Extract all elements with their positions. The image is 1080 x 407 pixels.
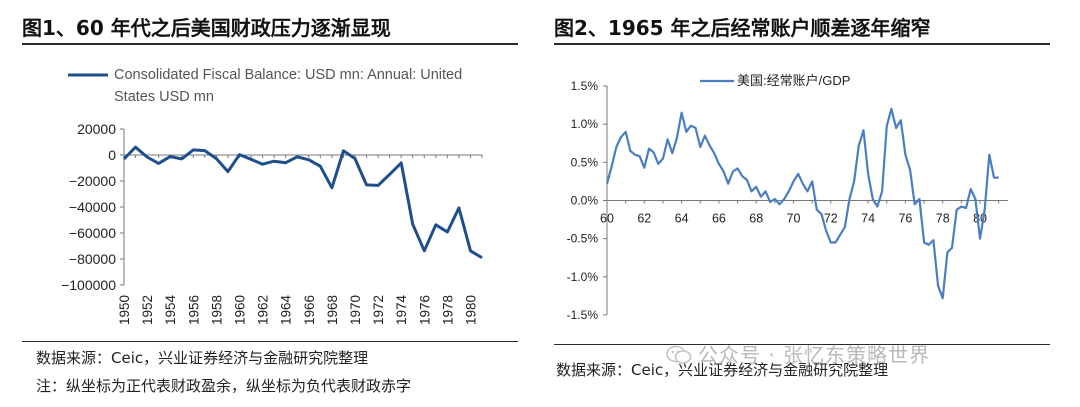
x-tick-label: 1974 bbox=[394, 295, 409, 326]
y-tick-label: 1.0% bbox=[571, 117, 599, 131]
wechat-icon bbox=[666, 345, 692, 364]
watermark-text: 公众号 · 张忆东策略世界 bbox=[698, 343, 931, 367]
x-tick-label: 68 bbox=[749, 212, 763, 226]
x-tick-label: 60 bbox=[600, 212, 614, 226]
chart-title: 图2、1965 年之后经常账户顺差逐年缩窄 bbox=[554, 16, 931, 40]
y-tick-label: 0.0% bbox=[571, 194, 599, 208]
y-tick-label: -0.5% bbox=[567, 232, 599, 246]
x-tick-label: 1970 bbox=[348, 295, 363, 325]
x-tick-label: 1964 bbox=[279, 295, 294, 326]
x-tick-label: 62 bbox=[637, 212, 651, 226]
panel-current-account: 图2、1965 年之后经常账户顺差逐年缩窄 美国:经常账户/GDP 1.5% 1.0… bbox=[548, 0, 1080, 407]
source-rule bbox=[554, 344, 1050, 345]
x-tick-label: 1978 bbox=[440, 295, 455, 325]
x-tick-label: 72 bbox=[824, 212, 838, 226]
y-tick-label: -1.0% bbox=[567, 270, 599, 284]
y-tick-label: −20000 bbox=[69, 173, 116, 189]
x-tick-label: 1952 bbox=[140, 295, 155, 325]
y-tick-label: −60000 bbox=[69, 225, 116, 241]
y-tick-label: 0.5% bbox=[571, 155, 599, 169]
y-tick-label: −100000 bbox=[61, 277, 116, 293]
legend-label: States USD mn bbox=[114, 89, 214, 105]
legend-label: 美国:经常账户/GDP bbox=[737, 73, 850, 88]
x-tick-label: 1966 bbox=[302, 295, 317, 325]
x-tick-label: 1976 bbox=[417, 295, 432, 325]
title-rule bbox=[22, 43, 518, 45]
series-line bbox=[122, 145, 483, 259]
x-tick-label: 74 bbox=[861, 212, 875, 226]
chart-title: 图1、60 年代之后美国财政压力逐渐显现 bbox=[22, 16, 391, 40]
x-tick-label: 70 bbox=[787, 212, 801, 226]
y-tick-label: 0 bbox=[108, 147, 116, 163]
x-tick-label: 1972 bbox=[371, 295, 386, 325]
y-tick-label: -1.5% bbox=[567, 308, 599, 322]
series-line bbox=[605, 107, 999, 300]
panel-fiscal-balance: 图1、60 年代之后美国财政压力逐渐显现 Consolidated Fiscal… bbox=[0, 0, 522, 407]
x-tick-label: 1954 bbox=[163, 295, 178, 326]
axis-note: 注：纵坐标为正代表财政盈余，纵坐标为负代表财政赤字 bbox=[36, 377, 412, 395]
source-rule bbox=[22, 341, 518, 342]
x-tick-label: 1958 bbox=[209, 295, 224, 325]
x-tick-label: 76 bbox=[898, 212, 912, 226]
x-tick-label: 1968 bbox=[325, 295, 340, 325]
y-tick-label: −40000 bbox=[69, 199, 116, 215]
legend-label: Consolidated Fiscal Balance: USD mn: Ann… bbox=[114, 67, 462, 83]
y-tick-label: −80000 bbox=[69, 251, 116, 267]
x-tick-label: 78 bbox=[936, 212, 950, 226]
title-rule bbox=[554, 43, 1050, 45]
x-tick-label: 64 bbox=[675, 212, 689, 226]
x-tick-label: 1956 bbox=[186, 295, 201, 325]
x-tick-label: 66 bbox=[712, 212, 726, 226]
source-note: 数据来源：Ceic，兴业证券经济与金融研究院整理 bbox=[556, 361, 889, 379]
y-tick-label: 1.5% bbox=[571, 79, 599, 93]
current-account-chart: 美国:经常账户/GDP 1.5% 1.0% 0.5% 0.0% -0.5% -1.0% -1.… bbox=[567, 73, 1008, 322]
x-tick-label: 1962 bbox=[256, 295, 271, 325]
fiscal-balance-chart: Consolidated Fiscal Balance: USD mn: Ann… bbox=[61, 67, 483, 326]
x-tick-label: 1980 bbox=[463, 295, 478, 325]
source-note: 数据来源：Ceic，兴业证券经济与金融研究院整理 bbox=[36, 349, 369, 367]
x-tick-label: 1950 bbox=[117, 295, 132, 325]
x-tick-label: 1960 bbox=[232, 295, 247, 325]
y-tick-label: 20000 bbox=[77, 121, 116, 137]
watermark: 公众号 · 张忆东策略世界 bbox=[666, 339, 930, 368]
